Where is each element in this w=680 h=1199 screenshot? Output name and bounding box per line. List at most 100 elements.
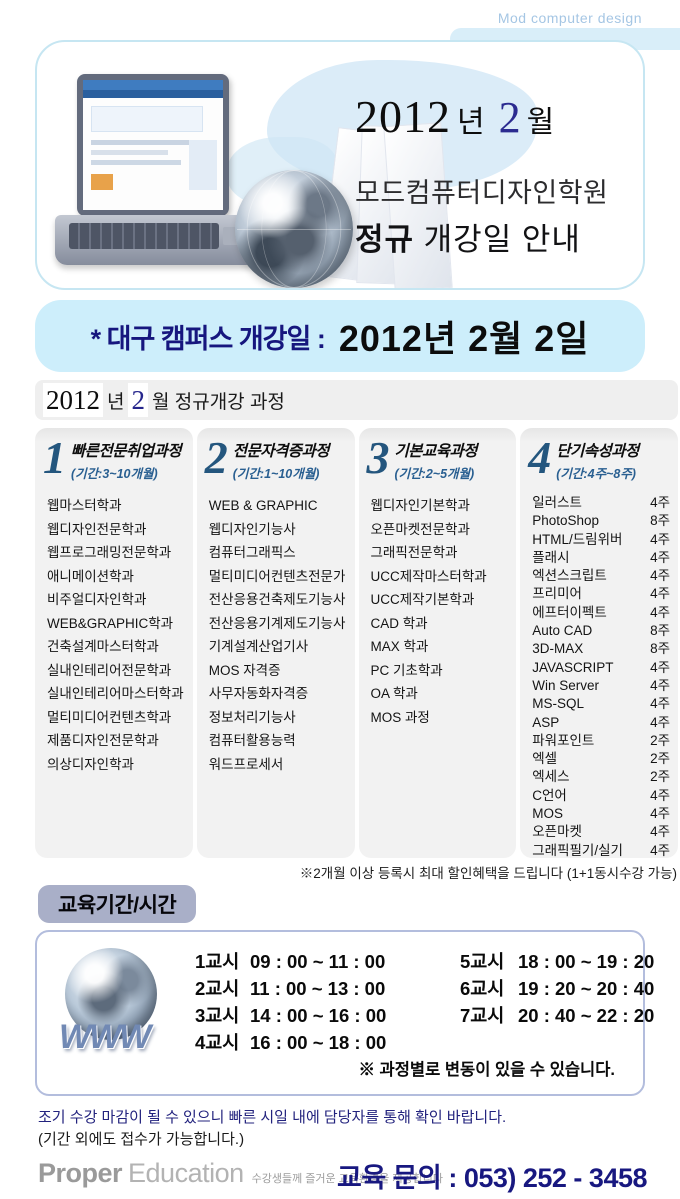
course-item: 오픈마켓전문학과	[370, 521, 470, 537]
course-item: 엑세스 2주	[532, 769, 670, 785]
campus-opening-banner: * 대구 캠퍼스 개강일 : 2012년 2월 2일	[35, 300, 645, 372]
course-item: WEB & GRAPHIC	[208, 498, 318, 513]
course-item: 건축설계마스터학과	[47, 639, 159, 654]
course-item: 엑션스크립트 4주	[532, 568, 670, 584]
course-item: MS-SQL 4주	[532, 696, 670, 712]
course-item: 실내인테리어전문학과	[47, 662, 172, 678]
schedule-row: 3교시 14 : 00 ~ 16 : 00 7교시 20 : 40 ~ 22 : 20	[195, 1005, 655, 1026]
course-item: 기계설계산업기사	[208, 639, 309, 654]
panel-duration: (기간:4주~8주)	[556, 467, 636, 481]
course-item: UCC제작마스터학과	[370, 568, 487, 584]
course-item: 워드프로세서	[208, 756, 284, 772]
course-item: WEB&GRAPHIC학과	[47, 615, 174, 631]
section-title-rest: 월 정규개강 과정	[151, 391, 285, 413]
globe-illustration	[235, 170, 353, 288]
course-item: 정보처리기능사	[208, 709, 296, 725]
logo-text-light: Education	[128, 1158, 244, 1188]
course-item: 웹프로그래밍전문학과	[47, 545, 172, 560]
schedule-note: ※ 과정별로 변동이 있을 수 있습니다.	[358, 1061, 615, 1079]
header-subtitle-rest: 개강일 안내	[414, 222, 581, 257]
course-item: 3D-MAX 8주	[532, 641, 670, 657]
logo-tagline: 수강생들께 즐거운 교육환경을 제공합니다	[251, 1173, 443, 1185]
schedule-box: WWW 1교시 09 : 00 ~ 11 : 00 5교시 18 : 00 ~ 19 …	[35, 930, 655, 1096]
course-item: 멀티미디어컨텐츠학과	[47, 709, 172, 725]
schedule-rows: 1교시 09 : 00 ~ 11 : 00 5교시 18 : 00 ~ 19 : 20…	[195, 948, 655, 1056]
panel-number: 3	[366, 432, 390, 483]
panel-title: 기본교육과정	[394, 443, 478, 460]
footer-notice-secondary: (기간 외에도 접수가 가능합니다.)	[38, 1131, 245, 1148]
contact-phone: 교육 문의 : 053) 252 - 3458	[336, 1163, 648, 1193]
course-list: 웹마스터학과 웹디자인전문학과 웹프로그래밍전문학과 애니메이션학과 비주얼디자인학과 W…	[43, 494, 187, 776]
panel-duration: (기간:1~10개월)	[232, 467, 320, 481]
panel-number: 2	[204, 432, 228, 483]
course-item: JAVASCRIPT 4주	[532, 659, 670, 675]
brand-watermark: Mod computer design	[497, 10, 642, 26]
course-panel-2: 2 전문자격증과정 (기간:1~10개월) WEB & GRAPHIC 웹디자인기…	[196, 428, 355, 858]
header-subtitle: 정규 개강일 안내	[355, 214, 643, 259]
header-month-suffix: 월	[526, 106, 555, 139]
course-item: 웹디자인전문학과	[47, 521, 147, 537]
panel-title: 빠른전문취업과정	[71, 443, 182, 460]
course-columns: 1 빠른전문취업과정 (기간:3~10개월) 웹마스터학과 웹디자인전문학과 웹프로…	[35, 428, 678, 858]
course-item: 프리미어 4주	[532, 586, 670, 602]
laptop-screen	[77, 74, 229, 216]
schedule-row: 1교시 09 : 00 ~ 11 : 00 5교시 18 : 00 ~ 19 : 20	[195, 951, 655, 972]
course-item: MOS 과정	[370, 709, 430, 725]
header-year: 2012	[355, 91, 451, 142]
course-panel-4: 4 단기속성과정 (기간:4주~8주) 일러스트 4주 PhotoShop 8주 HTM…	[520, 428, 678, 858]
course-item: 전산응용기계제도기능사	[208, 615, 346, 631]
course-item: 오픈마켓 4주	[532, 824, 670, 840]
logo-text-bold: Proper	[38, 1158, 123, 1188]
course-item: 비주얼디자인학과	[47, 592, 147, 607]
course-item: CAD 학과	[370, 615, 428, 631]
course-item: 사무자동화자격증	[208, 686, 309, 701]
panel-header: 1 빠른전문취업과정 (기간:3~10개월)	[43, 432, 187, 488]
panel-duration: (기간:3~10개월)	[71, 467, 158, 481]
course-item: 일러스트 4주	[532, 495, 670, 510]
course-item: 애니메이션학과	[47, 568, 134, 584]
course-item: PC 기초학과	[370, 662, 443, 678]
course-item: PhotoShop 8주	[532, 513, 670, 529]
section-year: 2012	[43, 383, 103, 417]
panel-title: 단기속성과정	[556, 443, 639, 460]
panel-duration: (기간:2~5개월)	[394, 467, 475, 481]
course-item: HTML/드림위버 4주	[532, 531, 670, 547]
course-item: MOS 자격증	[208, 662, 281, 678]
course-item: 의상디자인학과	[47, 756, 134, 772]
www-label: WWW	[59, 1018, 151, 1056]
course-item: C언어 4주	[532, 787, 670, 803]
banner-label: * 대구 캠퍼스 개강일 :	[90, 323, 326, 354]
course-item: 파워포인트 2주	[532, 732, 670, 748]
course-panel-1: 1 빠른전문취업과정 (기간:3~10개월) 웹마스터학과 웹디자인전문학과 웹프로…	[35, 428, 193, 858]
course-item: UCC제작기본학과	[370, 592, 475, 607]
course-item: OA 학과	[370, 686, 418, 701]
course-item: 웹디자인기본학과	[370, 498, 470, 513]
course-item: 실내인테리어마스터학과	[47, 686, 184, 701]
academy-name: 모드컴퓨터디자인학원	[355, 178, 609, 208]
course-item: 웹디자인기능사	[208, 521, 296, 537]
schedule-badge: 교육기간/시간	[38, 885, 197, 923]
panel-number: 1	[43, 432, 66, 483]
section-month: 2	[128, 383, 148, 417]
course-item: 플래시 4주	[532, 549, 670, 565]
course-item: MAX 학과	[370, 639, 429, 654]
course-item: 컴퓨터활용능력	[208, 733, 296, 748]
panel-header: 3 기본교육과정 (기간:2~5개월)	[366, 432, 511, 488]
course-item: ASP 4주	[532, 714, 670, 730]
header-month: 2	[498, 93, 521, 142]
course-item: 제품디자인전문학과	[47, 733, 159, 748]
course-item: 멀티미디어컨텐츠전문가	[208, 568, 346, 584]
course-list: WEB & GRAPHIC 웹디자인기능사 컴퓨터그래픽스 멀티미디어컨텐츠전문가 전산…	[205, 494, 349, 776]
course-item: Auto CAD 8주	[532, 623, 670, 639]
footer-logo: Proper Education 수강생들께 즐거운 교육환경을 제공합니다	[38, 1158, 443, 1189]
course-item: 엑셀 2주	[532, 751, 670, 767]
panel-number: 4	[528, 432, 552, 483]
course-item: MOS 4주	[532, 806, 670, 822]
course-item: 그래픽전문학과	[370, 545, 458, 560]
footer-notice-primary: 조기 수강 마감이 될 수 있으니 빠른 시일 내에 담당자를 통해 확인 바랍…	[38, 1109, 507, 1126]
